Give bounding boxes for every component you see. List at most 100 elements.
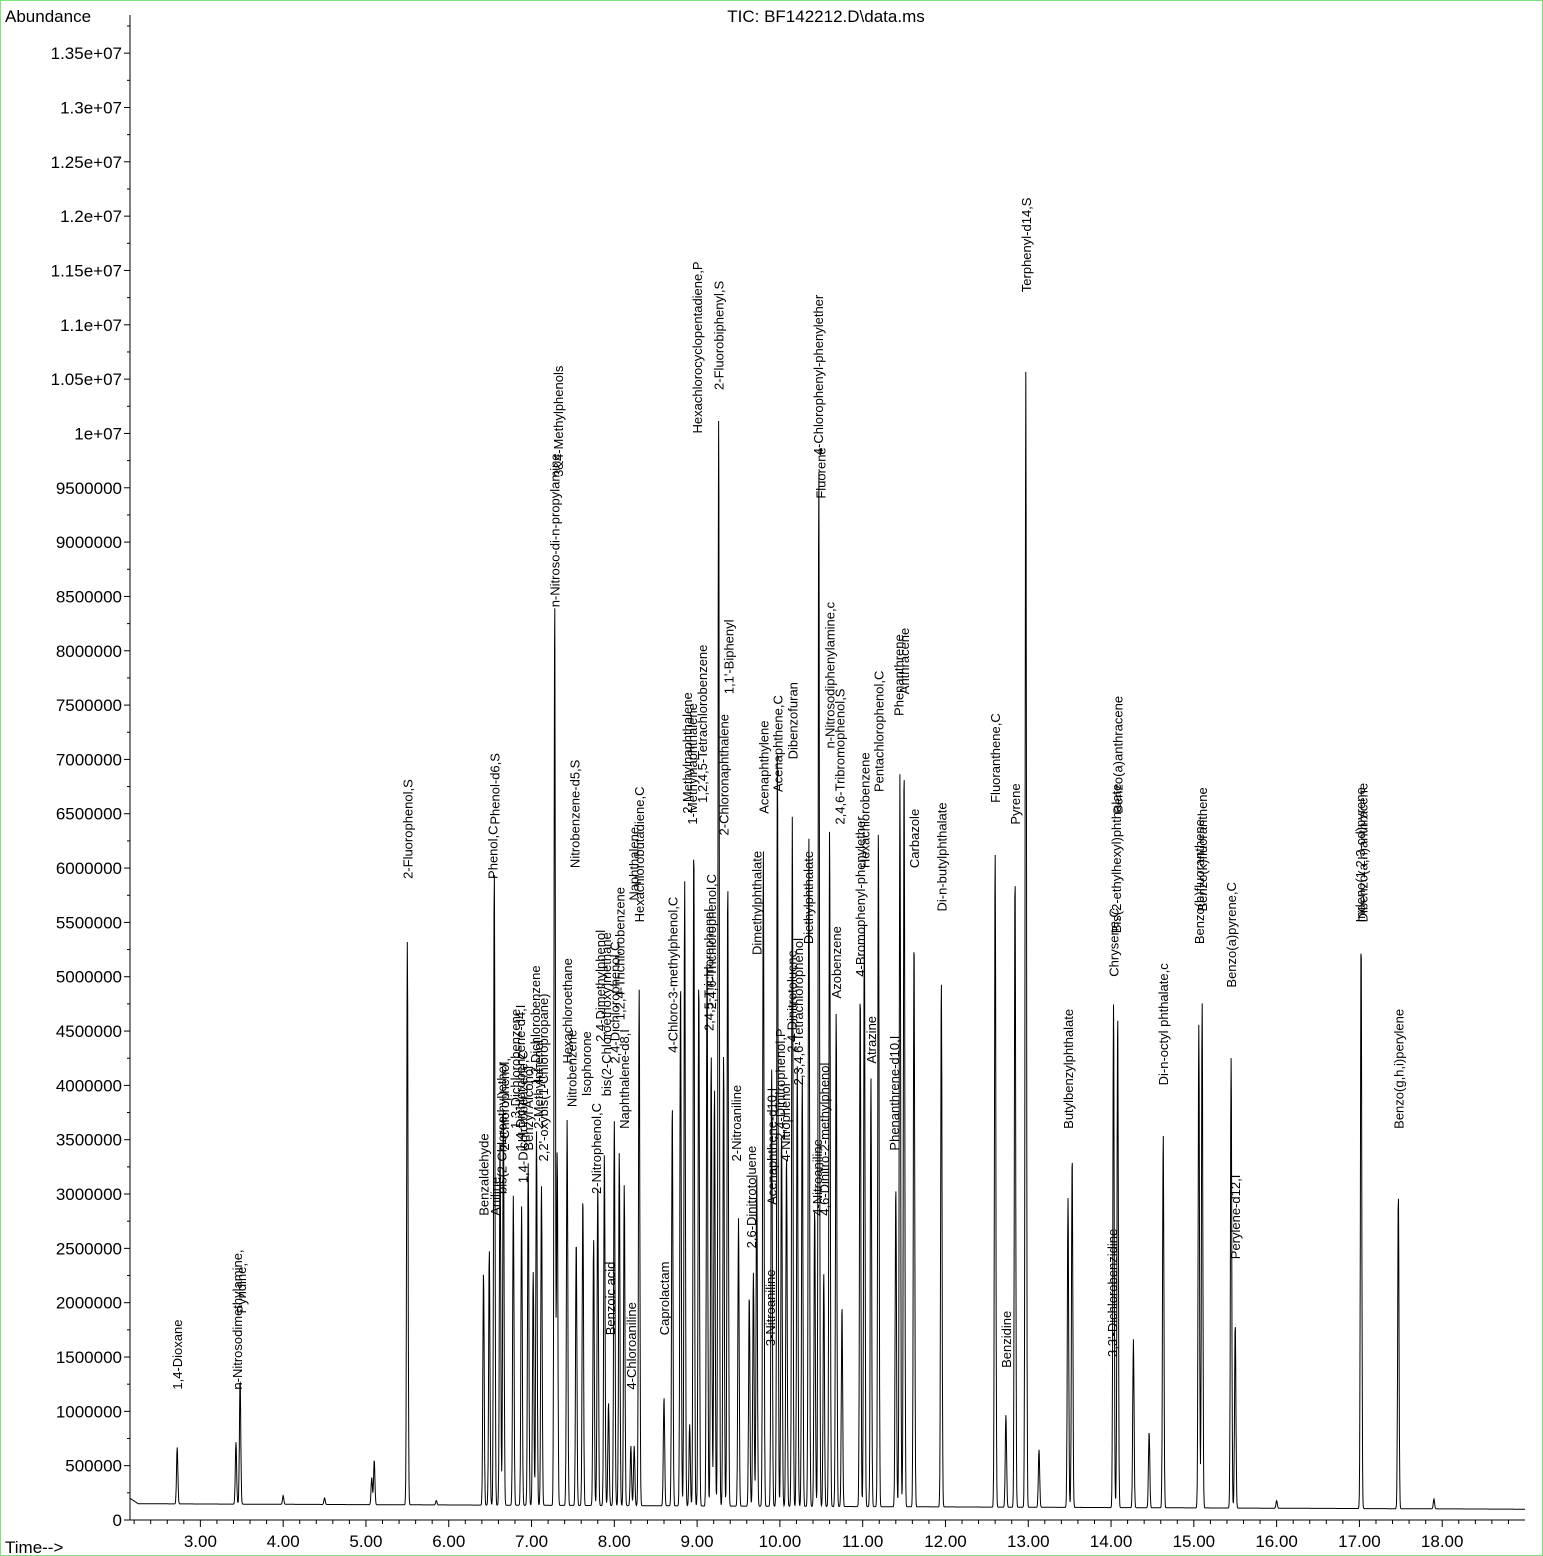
x-tick-label: 15.00 <box>1173 1532 1216 1551</box>
peak-label: Butylbenzylphthalate <box>1061 1009 1076 1129</box>
peak-label: Dibenzo(a,h)anthracene <box>1356 783 1371 922</box>
y-tick-label: 3500000 <box>56 1131 122 1150</box>
peak-label: n-Nitroso-di-n-propylamine <box>548 453 563 607</box>
y-tick-label: 500000 <box>65 1457 122 1476</box>
x-tick-label: 7.00 <box>515 1532 548 1551</box>
y-tick-label: 1.2e+07 <box>60 207 122 226</box>
peak-label: Terphenyl-d14,S <box>1019 197 1034 292</box>
peak-label: 1,4-Dioxane <box>170 1320 185 1390</box>
y-tick-label: 6000000 <box>56 859 122 878</box>
peak-label: Benzaldehyde <box>477 1133 492 1215</box>
trace <box>129 371 1525 1510</box>
peak-label: 2,4,5-Trichlorophenol <box>702 909 717 1031</box>
peak-label: Atrazine <box>864 1016 879 1064</box>
peak-label: 2,4-Dinitrotoluene <box>784 950 799 1053</box>
peak-label: 4-Nitrophenol <box>778 1083 793 1161</box>
tic-trace <box>129 371 1525 1510</box>
peak-label: Pyridine, <box>234 1263 249 1314</box>
y-tick-label: 9500000 <box>56 479 122 498</box>
x-axis-label: Time--> <box>5 1538 63 1556</box>
y-tick-label: 5500000 <box>56 913 122 932</box>
peak-label: 2-Chloronaphthalene <box>717 714 732 835</box>
y-tick-label: 7500000 <box>56 696 122 715</box>
y-tick-label: 6500000 <box>56 805 122 824</box>
peak-label: Pentachlorophenol,C <box>871 671 886 792</box>
peak-label: Benzidine <box>999 1311 1014 1368</box>
peak-label: Phenol,C <box>486 825 501 878</box>
peak-label: Phenol-d6,S <box>487 753 502 825</box>
x-tick-label: 17.00 <box>1338 1532 1381 1551</box>
peak-label: Fluoranthene,C <box>988 713 1003 803</box>
peak-label: Benzoic acid <box>603 1262 618 1336</box>
peak-label: Benzo(a)anthracene <box>1111 696 1126 814</box>
peak-label: Carbazole <box>907 809 922 868</box>
peak-label: Hexachlorobutadiene,C <box>632 787 647 923</box>
peak-label: bis(2-Chloroethoxy)methane <box>599 932 614 1096</box>
peak-label: Phenanthrene <box>891 634 906 716</box>
peak-label: 4-Nitroaniline <box>810 1139 825 1216</box>
y-tick-label: 7000000 <box>56 750 122 769</box>
peak-label: Caprolactam <box>657 1262 672 1336</box>
peak-label: Diethylphthalate <box>801 851 816 944</box>
y-tick-label: 1000000 <box>56 1402 122 1421</box>
peak-label: 2,6-Dinitrotoluene <box>744 1146 759 1249</box>
y-tick-label: 4500000 <box>56 1022 122 1041</box>
peak-label: 2,4,6-Trichlorophenol,C <box>704 874 719 1009</box>
peak-label: 1,2-Dichlorobenzene <box>528 965 543 1085</box>
peak-label: Benzyl Alcohol <box>521 1066 536 1151</box>
peak-label: Fluorene <box>813 447 828 498</box>
peak-annotations: 1,4-Dioxane n-Nitrosodimethylamine,Pyridi… <box>170 197 1406 1389</box>
peak-label: Nitrobenzene <box>564 1030 579 1107</box>
peak-label: Hexachloroethane <box>560 958 575 1064</box>
y-tick-label: 1.35e+07 <box>51 44 122 63</box>
peak-label: 4-Chloroaniline <box>624 1302 639 1389</box>
peak-label: 2-Fluorophenol,S <box>400 779 415 879</box>
peak-label: 1-Methylnaphthalene <box>685 703 700 824</box>
peak-label: Hexachlorocyclopentadiene,P <box>690 261 705 433</box>
peak-label: 2,4,6-Tribromophenol,S <box>833 688 848 824</box>
peak-label: 2-Methylphenol <box>531 1040 546 1129</box>
x-tick-label: 18.00 <box>1421 1532 1464 1551</box>
peak-label: Aniline <box>488 1177 503 1216</box>
x-tick-label: 12.00 <box>924 1532 967 1551</box>
peak-label: Phenanthrene-d10,I <box>887 1036 902 1151</box>
y-tick-label: 2000000 <box>56 1294 122 1313</box>
peak-label: 2,3,4,6-Tetrachlorophenol <box>791 938 806 1086</box>
peak-label: Anthracene <box>897 628 912 695</box>
peak-label: Azobenzene <box>829 926 844 998</box>
ticks: 0 500000 1000000 1500000 2000000 2500000 30000… <box>51 25 1509 1551</box>
peak-label: 2-Nitroaniline <box>729 1085 744 1162</box>
x-tick-label: 10.00 <box>759 1532 802 1551</box>
peak-label: 2,4-Dimethylphenol <box>593 930 608 1042</box>
peak-label: Benzo(b)fluoranthene <box>1192 819 1207 944</box>
peak-label: Bis(2-ethylhexyl)phthalate <box>1109 784 1124 934</box>
y-tick-label: 1.1e+07 <box>60 316 122 335</box>
x-tick-label: 6.00 <box>432 1532 465 1551</box>
y-tick-label: 1.15e+07 <box>51 261 122 280</box>
peak-label: 4-Chlorophenyl-phenylether <box>811 294 826 455</box>
peak-label: n-Nitrosodiphenylamine,c <box>823 601 838 748</box>
peak-label: Acenaphthylene <box>756 720 771 813</box>
peak-label: Di-n-butylphthalate <box>934 802 949 911</box>
chart-title: TIC: BF142212.D\data.ms <box>727 7 924 26</box>
peak-label: 4-Bromophenyl-phenylether <box>853 816 868 977</box>
peak-label: 2-Methylnaphthalene <box>680 692 695 813</box>
y-tick-label: 1e+07 <box>74 424 122 443</box>
y-tick-label: 1.25e+07 <box>51 153 122 172</box>
peak-label: 1,2,4-Trichlorobenzene <box>612 887 627 1020</box>
peak-label: 1,3-Dichlorobenzene <box>508 1009 523 1129</box>
y-tick-label: 1.3e+07 <box>60 98 122 117</box>
y-tick-label: 4000000 <box>56 1076 122 1095</box>
peak-label: Dimethylphthalate <box>750 851 765 955</box>
peak-label: 2-Fluorobiphenyl,S <box>712 281 727 390</box>
peak-label: 2,4-Dinitrophenol,P <box>773 1028 788 1139</box>
x-tick-label: 5.00 <box>349 1532 382 1551</box>
y-tick-label: 8500000 <box>56 587 122 606</box>
y-tick-label: 0 <box>113 1511 122 1530</box>
x-tick-label: 8.00 <box>598 1532 631 1551</box>
peak-label: Indeno(1,2,3-cd)pyrene <box>1353 787 1368 922</box>
x-tick-label: 9.00 <box>681 1532 714 1551</box>
peak-label: 3-Nitroaniline <box>763 1270 778 1347</box>
peak-label: Acenaphthene,C <box>770 695 785 792</box>
peak-label: Benzo(a)pyrene,C <box>1224 882 1239 988</box>
